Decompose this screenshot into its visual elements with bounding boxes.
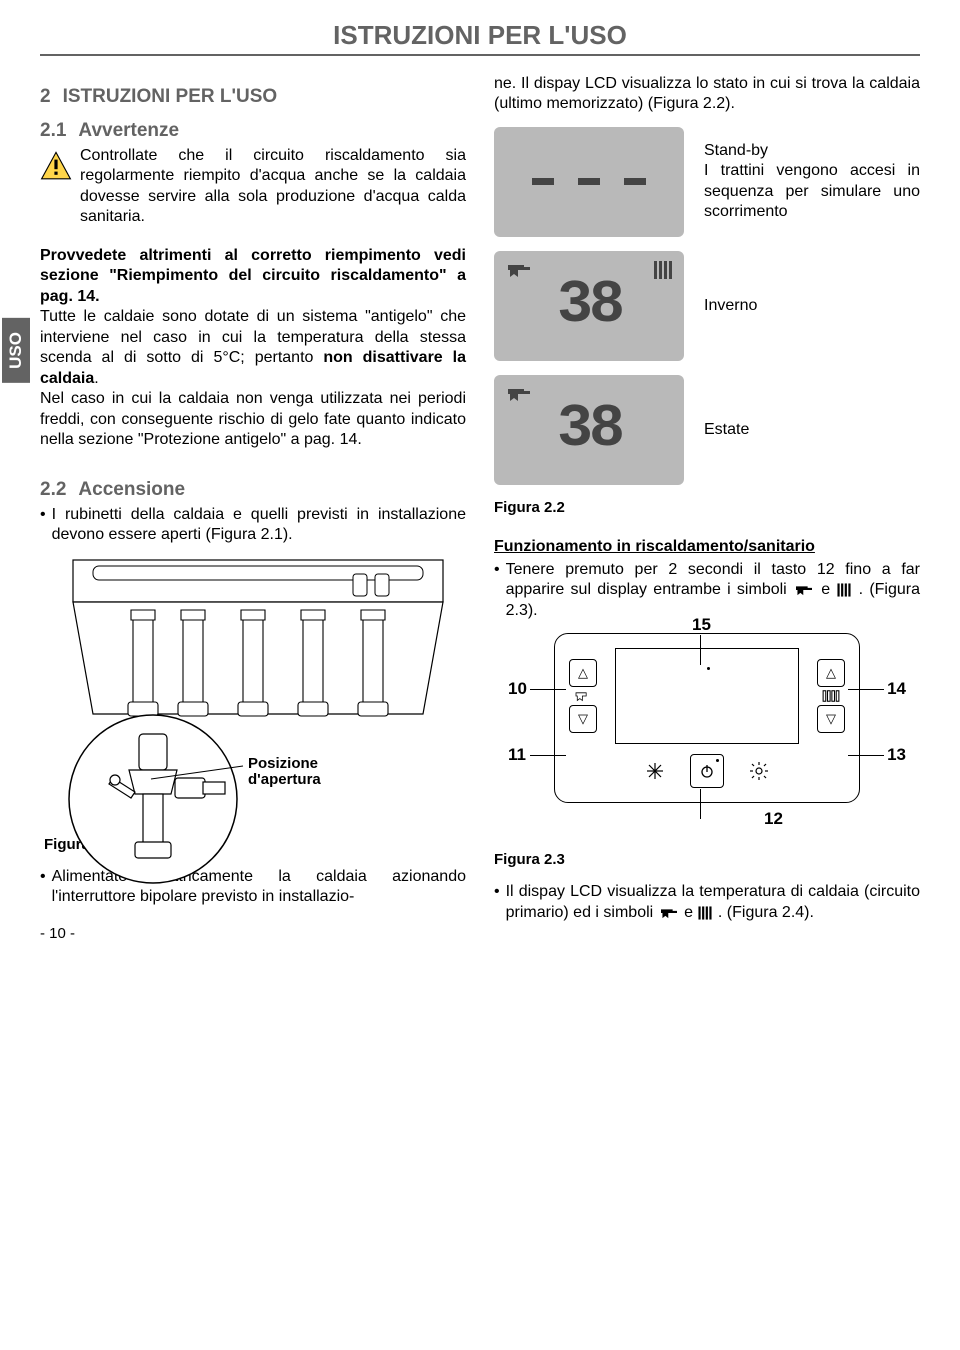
power-icon (699, 763, 715, 779)
last-bullet-text: Il dispay LCD visualizza la temperatura … (506, 882, 920, 923)
accensione-b1-text: I rubinetti della caldaia e quelli previ… (52, 505, 466, 546)
figure-2-3-caption: Figura 2.3 (494, 851, 920, 868)
radiator-icon (652, 259, 674, 281)
tap-icon (793, 582, 815, 598)
button-up-right[interactable]: △ (817, 659, 845, 687)
standby-title: Stand-by (704, 141, 920, 161)
page-number: - 10 - (40, 925, 466, 942)
coldperiod-text: Nel caso in cui la caldaia non venga uti… (40, 389, 466, 450)
sun-icon (750, 762, 768, 780)
two-column-layout: 2 ISTRUZIONI PER L'USO 2.1 Avvertenze Co… (40, 74, 920, 942)
panel-bottom-row (569, 754, 845, 788)
bullet-icon: • (40, 505, 46, 546)
callout-13: 13 (887, 745, 906, 765)
figure-2-1: Posizione d'apertura (40, 554, 466, 884)
accensione-b1: • I rubinetti della caldaia e quelli pre… (40, 505, 466, 546)
section-2-num: 2 (40, 86, 51, 108)
btn-14-stack: △ ▽ (817, 659, 845, 733)
uso-section: USO Provvedete altrimenti al corretto ri… (40, 246, 466, 451)
section-2-1-title: Avvertenze (78, 120, 179, 142)
inverno-label: Inverno (704, 296, 920, 316)
button-power-mode[interactable] (690, 754, 724, 788)
lcd-inverno-row: 38 Inverno (494, 251, 920, 361)
btn-10-stack: △ ▽ (569, 659, 597, 733)
bullet-icon: • (494, 882, 500, 923)
button-down-left[interactable]: ▽ (569, 705, 597, 733)
last-bullet: • Il dispay LCD visualizza la temperatur… (494, 882, 920, 923)
control-panel-figure: 15 10 14 11 13 △ ▽ (494, 633, 920, 847)
lcd-estate-row: 38 Estate (494, 375, 920, 485)
callout-11: 11 (508, 745, 526, 765)
right-column: ne. Il dispay LCD visualizza lo stato in… (494, 74, 920, 942)
section-2-title: ISTRUZIONI PER L'USO (63, 86, 278, 108)
button-up-left[interactable]: △ (569, 659, 597, 687)
uso-side-tab: USO (2, 318, 30, 383)
button-down-right[interactable]: ▽ (817, 705, 845, 733)
control-panel: △ ▽ △ ▽ (554, 633, 860, 803)
lcd-standby-row: Stand-by I trattini vengono accesi in se… (494, 127, 920, 237)
section-2-2-num: 2.2 (40, 479, 66, 501)
callout-10: 10 (508, 679, 527, 699)
func-heading: Funzionamento in riscaldamento/sanitario (494, 538, 920, 556)
boiler-illustration (40, 554, 466, 884)
lcd-value-inverno: 38 (557, 272, 621, 340)
snowflake-icon (646, 762, 664, 780)
lcd-inverno: 38 (494, 251, 684, 361)
panel-display (615, 648, 799, 744)
radiator-icon (821, 689, 841, 703)
section-2-1-head: 2.1 Avvertenze (40, 120, 466, 142)
antifreeze-text: Tutte le caldaie sono dotate di un siste… (40, 307, 466, 389)
warning-icon (40, 150, 72, 182)
radiator-icon (836, 582, 852, 598)
section-2-2-head: 2.2 Accensione (40, 479, 466, 501)
func-b1-text: Tenere premuto per 2 secondi il tasto 12… (506, 560, 920, 621)
tap-icon (504, 259, 534, 281)
lcd-standby (494, 127, 684, 237)
standby-text: I trattini vengono accesi in sequenza pe… (704, 161, 920, 222)
section-2-1-num: 2.1 (40, 120, 66, 142)
tap-icon (658, 905, 680, 921)
warning-text: Controllate che il circuito riscaldament… (80, 146, 466, 228)
callout-15: 15 (692, 615, 711, 635)
page-title: ISTRUZIONI PER L'USO (40, 20, 920, 56)
lcd-estate: 38 (494, 375, 684, 485)
right-intro: ne. Il dispay LCD visualizza lo stato in… (494, 74, 920, 115)
refill-bold-text: Provvedete altrimenti al corretto riempi… (40, 246, 466, 307)
callout-12: 12 (764, 809, 783, 829)
figure-2-2-caption: Figura 2.2 (494, 499, 920, 516)
lcd-value-estate: 38 (557, 396, 621, 464)
antifreeze-post: . (94, 370, 98, 387)
valve-position-label: Posizione d'apertura (248, 756, 321, 789)
section-2-2-title: Accensione (78, 479, 185, 501)
tap-icon (573, 689, 593, 703)
estate-label: Estate (704, 420, 920, 440)
section-2-head: 2 ISTRUZIONI PER L'USO (40, 86, 466, 108)
warning-box: Controllate che il circuito riscaldament… (40, 146, 466, 228)
lcd-dashes (532, 178, 646, 185)
radiator-icon (697, 905, 713, 921)
left-column: 2 ISTRUZIONI PER L'USO 2.1 Avvertenze Co… (40, 74, 466, 942)
callout-14: 14 (887, 679, 906, 699)
panel-top-row: △ ▽ △ ▽ (569, 648, 845, 744)
func-bullet-1: • Tenere premuto per 2 secondi il tasto … (494, 560, 920, 621)
bullet-icon: • (494, 560, 500, 621)
tap-icon (504, 383, 534, 405)
